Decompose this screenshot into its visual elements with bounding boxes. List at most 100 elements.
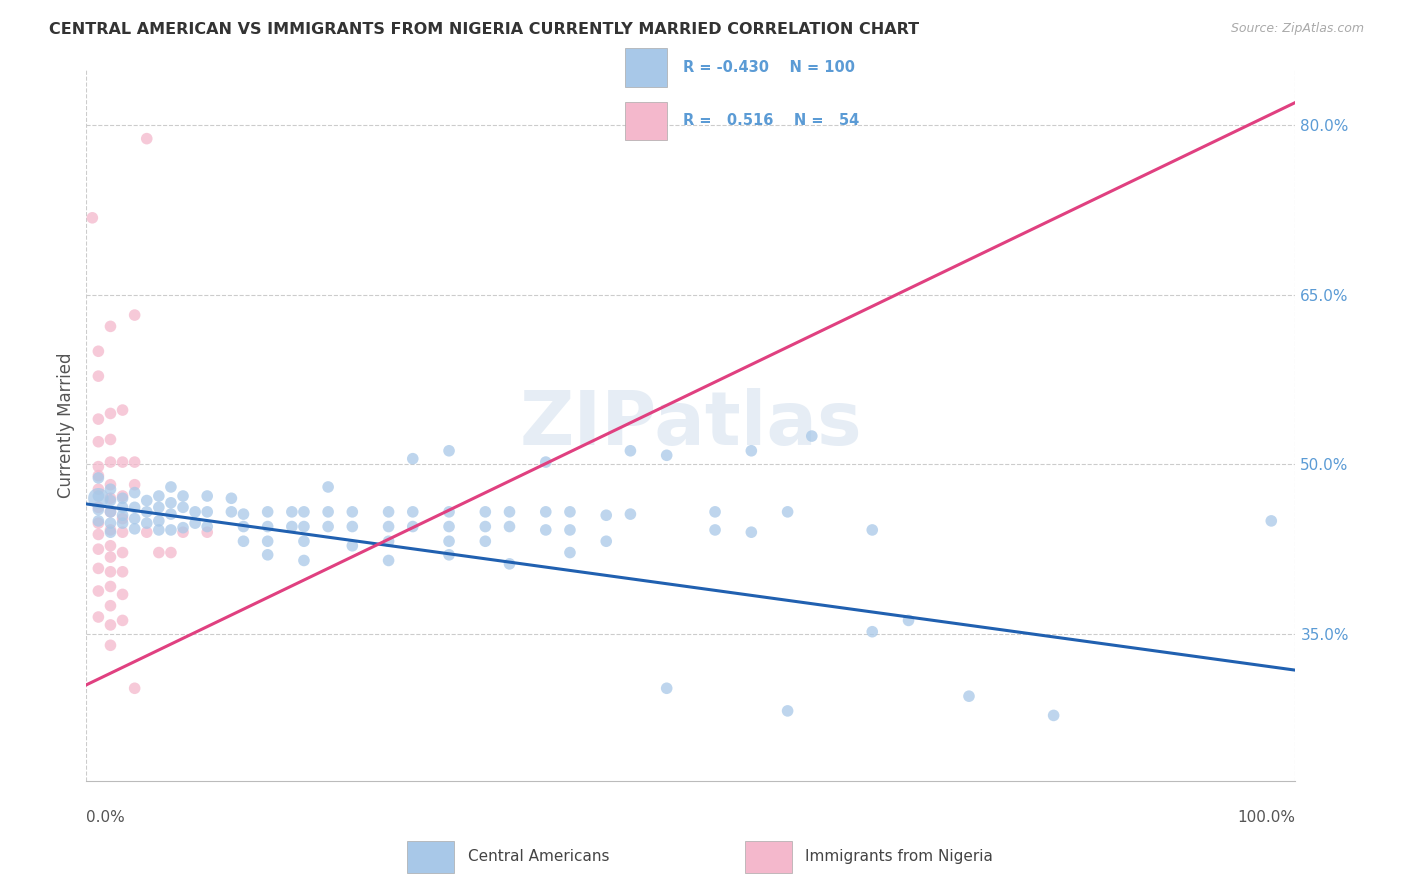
Point bbox=[232, 519, 254, 533]
Point bbox=[172, 525, 194, 540]
Point bbox=[256, 505, 278, 519]
Point bbox=[100, 407, 122, 421]
Point bbox=[655, 681, 678, 696]
Point bbox=[292, 505, 315, 519]
Point bbox=[292, 534, 315, 549]
Point bbox=[100, 319, 122, 334]
Point bbox=[135, 493, 157, 508]
Point bbox=[474, 534, 496, 549]
Point bbox=[87, 491, 110, 506]
Point bbox=[160, 523, 183, 537]
Point bbox=[100, 550, 122, 565]
Point bbox=[111, 565, 134, 579]
Point bbox=[498, 505, 520, 519]
Point bbox=[124, 500, 146, 515]
Point bbox=[87, 344, 110, 359]
Point bbox=[111, 403, 134, 417]
Point bbox=[87, 500, 110, 515]
Point bbox=[100, 493, 122, 508]
Point bbox=[619, 443, 641, 458]
Point bbox=[292, 553, 315, 567]
Point bbox=[437, 519, 460, 533]
Point bbox=[256, 548, 278, 562]
Point bbox=[100, 539, 122, 553]
Point bbox=[135, 525, 157, 540]
Point bbox=[124, 477, 146, 491]
Point bbox=[292, 519, 315, 533]
Point bbox=[87, 471, 110, 485]
Point bbox=[474, 519, 496, 533]
Point bbox=[87, 584, 110, 599]
Point bbox=[1042, 708, 1064, 723]
Point bbox=[704, 505, 727, 519]
Point bbox=[800, 429, 823, 443]
Point bbox=[100, 579, 122, 593]
Point bbox=[100, 638, 122, 652]
Text: Immigrants from Nigeria: Immigrants from Nigeria bbox=[806, 849, 993, 863]
Point bbox=[184, 505, 207, 519]
Point bbox=[377, 505, 399, 519]
Point bbox=[957, 689, 980, 703]
Point bbox=[437, 505, 460, 519]
Point bbox=[316, 519, 339, 533]
Point bbox=[124, 455, 146, 469]
Point bbox=[100, 525, 122, 540]
Point bbox=[342, 519, 364, 533]
Point bbox=[232, 507, 254, 521]
Point bbox=[377, 534, 399, 549]
Text: 0.0%: 0.0% bbox=[86, 810, 125, 824]
Point bbox=[437, 534, 460, 549]
Point bbox=[232, 534, 254, 549]
Point bbox=[281, 519, 304, 533]
Point bbox=[195, 525, 218, 540]
Point bbox=[281, 505, 304, 519]
Point bbox=[740, 525, 762, 540]
Point bbox=[87, 527, 110, 541]
Point bbox=[776, 704, 799, 718]
Point bbox=[124, 511, 146, 525]
FancyBboxPatch shape bbox=[624, 48, 666, 87]
Point bbox=[160, 507, 183, 521]
Point bbox=[87, 459, 110, 474]
Point bbox=[655, 448, 678, 462]
Point bbox=[100, 505, 122, 519]
Point bbox=[87, 489, 110, 503]
Point bbox=[100, 433, 122, 447]
Point bbox=[534, 523, 557, 537]
Point bbox=[111, 516, 134, 530]
Point bbox=[124, 681, 146, 696]
Point bbox=[437, 443, 460, 458]
Point bbox=[595, 508, 617, 523]
Point bbox=[402, 505, 425, 519]
Point bbox=[100, 599, 122, 613]
Point bbox=[221, 491, 243, 506]
Point bbox=[195, 489, 218, 503]
Point bbox=[776, 505, 799, 519]
Point bbox=[558, 505, 581, 519]
Point bbox=[195, 519, 218, 533]
Point bbox=[111, 587, 134, 601]
Point bbox=[160, 480, 183, 494]
Text: CENTRAL AMERICAN VS IMMIGRANTS FROM NIGERIA CURRENTLY MARRIED CORRELATION CHART: CENTRAL AMERICAN VS IMMIGRANTS FROM NIGE… bbox=[49, 22, 920, 37]
Point bbox=[111, 500, 134, 515]
Point bbox=[111, 491, 134, 506]
Text: Source: ZipAtlas.com: Source: ZipAtlas.com bbox=[1230, 22, 1364, 36]
Point bbox=[558, 523, 581, 537]
Point bbox=[87, 434, 110, 449]
Point bbox=[498, 557, 520, 571]
Point bbox=[897, 614, 920, 628]
Point bbox=[172, 521, 194, 535]
Point bbox=[87, 502, 110, 516]
Point bbox=[111, 508, 134, 523]
Point bbox=[195, 505, 218, 519]
Text: R =   0.516    N =   54: R = 0.516 N = 54 bbox=[683, 113, 859, 128]
Point bbox=[595, 534, 617, 549]
Point bbox=[111, 511, 134, 525]
Point bbox=[82, 211, 104, 225]
Y-axis label: Currently Married: Currently Married bbox=[58, 352, 75, 498]
Point bbox=[100, 477, 122, 491]
Point bbox=[402, 519, 425, 533]
Point bbox=[1260, 514, 1282, 528]
Point bbox=[619, 507, 641, 521]
Point bbox=[148, 514, 170, 528]
